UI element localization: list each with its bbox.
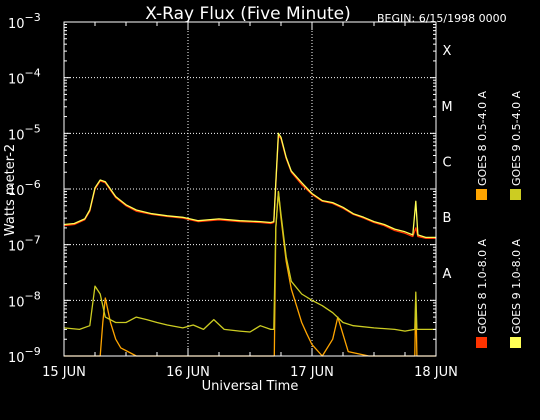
grid-lines <box>64 22 436 356</box>
legend-label: GOES 8 0.5-4.0 A <box>476 90 489 186</box>
series-line <box>63 132 436 239</box>
series-lines <box>63 132 436 357</box>
x-tick-label: 17 JUN <box>290 365 334 380</box>
legend-label: GOES 9 1.0-8.0 A <box>510 238 523 334</box>
x-tick-label: 16 JUN <box>166 365 210 380</box>
flare-class-label: M <box>441 100 452 115</box>
flare-class-labels: X M C B A <box>441 44 452 282</box>
x-axis-label: Universal Time <box>202 379 299 394</box>
x-tick-label: 18 JUN <box>414 365 458 380</box>
legend-label: GOES 8 1.0-8.0 A <box>476 238 489 334</box>
legend-swatch <box>510 189 521 200</box>
flare-class-label: C <box>442 155 451 170</box>
begin-date-label: BEGIN: 6/15/1998 0000 <box>377 12 507 25</box>
x-axis-ticks: 15 JUN 16 JUN 17 JUN 18 JUN <box>42 22 458 380</box>
flare-class-label: B <box>443 211 452 226</box>
chart-title: X-Ray Flux (Five Minute) <box>145 4 351 24</box>
series-line <box>63 190 436 333</box>
y-tick-label: 10−9 <box>8 345 41 366</box>
legend-swatch <box>476 189 487 200</box>
flare-class-label: A <box>443 267 452 282</box>
legend: GOES 8 1.0-8.0 A GOES 8 0.5-4.0 A GOES 9 1… <box>476 90 523 348</box>
x-tick-label: 15 JUN <box>42 365 86 380</box>
series-line <box>64 190 436 357</box>
y-axis-label: Watts meter-2 <box>3 144 18 236</box>
legend-label: GOES 9 0.5-4.0 A <box>510 90 523 186</box>
legend-swatch <box>510 337 521 348</box>
legend-swatch <box>476 337 487 348</box>
flare-class-label: X <box>443 44 452 59</box>
